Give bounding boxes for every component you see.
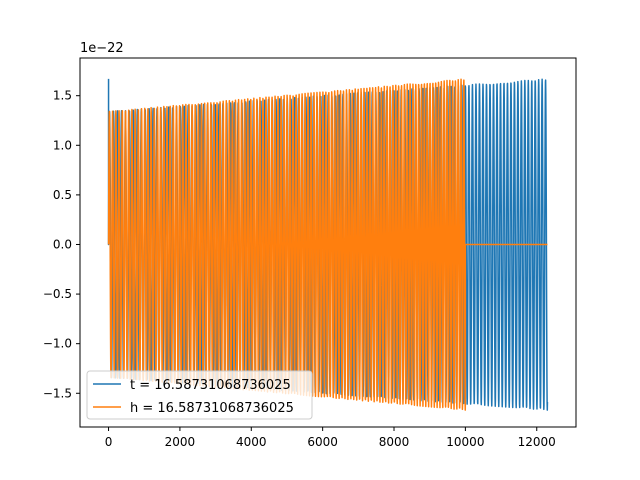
x-tick-label: 10000 xyxy=(446,435,484,449)
x-tick-label: 2000 xyxy=(165,435,196,449)
legend-box xyxy=(86,370,313,420)
x-tick-label: 12000 xyxy=(518,435,556,449)
y-axis: −1.5 −1.0 −0.5 0.0 0.5 1.0 1.5 xyxy=(43,89,80,400)
y-tick-label: −0.5 xyxy=(43,287,72,301)
series-layer xyxy=(107,78,549,411)
legend: t = 16.58731068736025 h = 16.58731068736… xyxy=(86,370,313,420)
y-tick-label: 1.0 xyxy=(53,138,72,152)
series-line-h xyxy=(107,78,548,411)
y-tick-label: −1.0 xyxy=(43,337,72,351)
y-tick-label: 0.0 xyxy=(53,237,72,251)
y-tick-label: −1.5 xyxy=(43,386,72,400)
y-tick-label: 1.5 xyxy=(53,89,72,103)
x-tick-label: 6000 xyxy=(307,435,338,449)
plot-frame xyxy=(79,57,577,428)
y-tick-label: 0.5 xyxy=(53,188,72,202)
x-tick-label: 0 xyxy=(105,435,113,449)
x-tick-label: 4000 xyxy=(236,435,267,449)
x-axis: 0 2000 4000 6000 8000 10000 12000 xyxy=(105,427,556,449)
y-offset-label: 1e−22 xyxy=(80,41,124,56)
legend-label-t: t = 16.58731068736025 xyxy=(130,378,291,393)
legend-label-h: h = 16.58731068736025 xyxy=(130,401,294,416)
x-tick-label: 8000 xyxy=(379,435,410,449)
